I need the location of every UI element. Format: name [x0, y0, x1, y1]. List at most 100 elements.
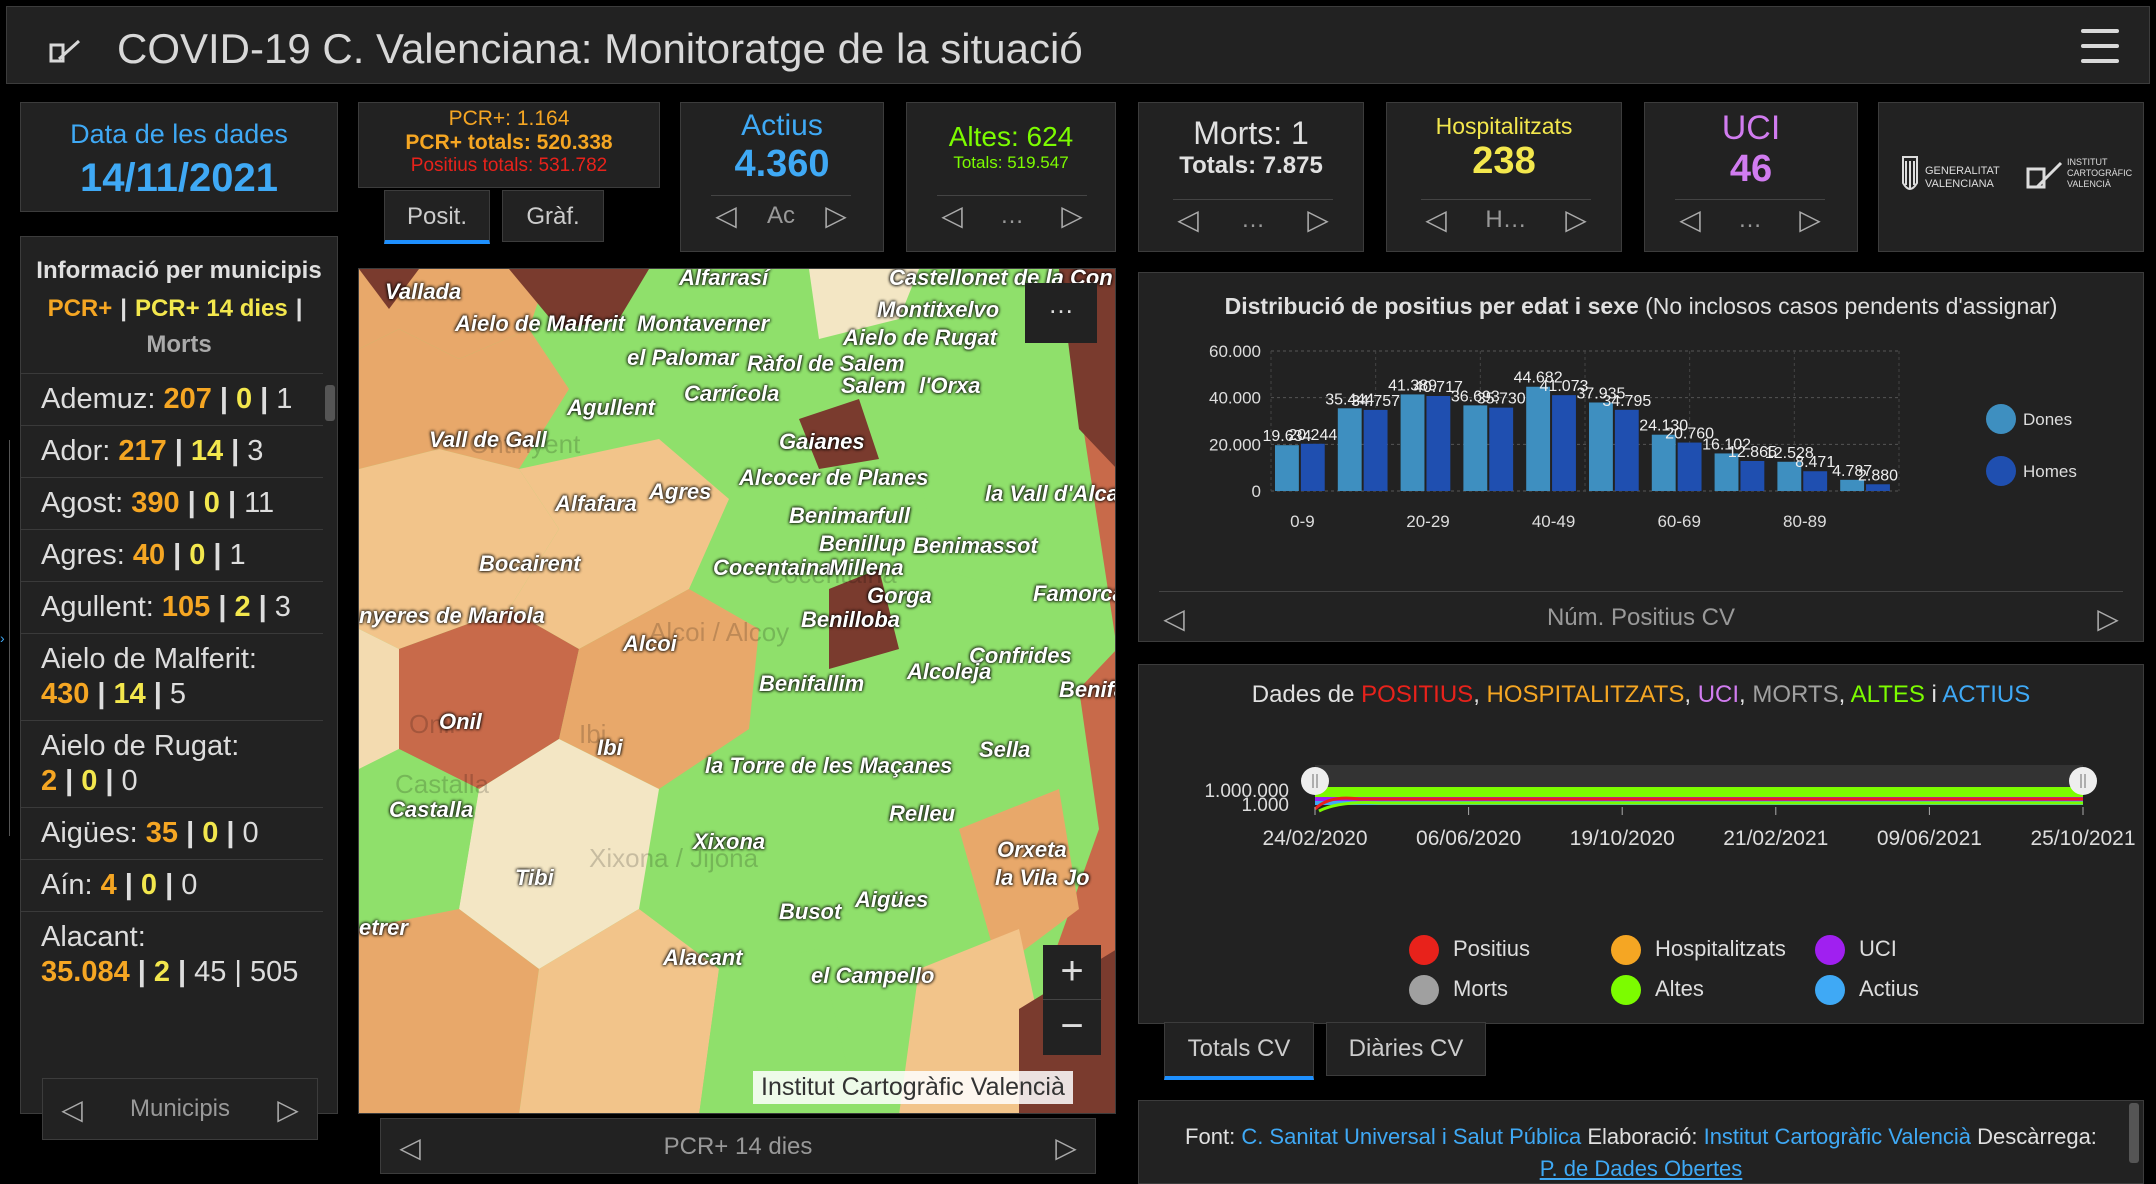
- municipi-name: Aigües:: [41, 817, 138, 849]
- series-positius-line: [1313, 796, 2083, 811]
- legend-item[interactable]: UCI: [1815, 935, 1897, 965]
- municipi-morts: 0: [181, 869, 198, 901]
- legend-item[interactable]: Actius: [1815, 975, 1919, 1005]
- bar: [1866, 484, 1890, 491]
- map-place-label: Aigües: [855, 887, 929, 912]
- uci-label: UCI: [1721, 109, 1781, 147]
- map-place-label: el Campello: [811, 963, 935, 988]
- municipi-list-item[interactable]: Aigües: 35 | 0 | 0: [21, 807, 323, 859]
- chevron-left-icon[interactable]: ◁: [715, 200, 737, 231]
- chevron-right-icon[interactable]: ▷: [277, 1093, 299, 1125]
- tab-grafic[interactable]: Gràf.: [502, 190, 604, 242]
- bar-data-label: 37.935: [1576, 385, 1625, 402]
- hamburger-menu-icon[interactable]: [2081, 29, 2119, 65]
- municipis-nav-label: Municipis: [129, 1095, 231, 1122]
- age-chart-title-rest: (No inclosos casos pendents d'assignar): [1645, 293, 2058, 319]
- hosp-label: Hospitalitzats: [1435, 113, 1573, 139]
- date-value: 14/11/2021: [80, 156, 278, 200]
- footer-elab-link[interactable]: Institut Cartogràfic Valencià: [1703, 1124, 1971, 1149]
- map-nav: ◁ PCR+ 14 dies ▷: [380, 1118, 1096, 1174]
- municipis-list[interactable]: Ademuz: 207 | 0 | 1 Ador: 217 | 14 | 3 Agost: 390 |…: [21, 373, 323, 998]
- chevron-left-icon[interactable]: ◁: [61, 1093, 83, 1125]
- bar-data-label: 41.389: [1388, 377, 1437, 394]
- legend-item[interactable]: Altes: [1611, 975, 1704, 1005]
- choropleth-map: [359, 269, 1115, 1113]
- municipi-pcr14: 0: [81, 765, 98, 797]
- scrollbar-thumb[interactable]: [2129, 1103, 2139, 1163]
- tl-morts: MORTS: [1752, 681, 1839, 708]
- municipi-list-item[interactable]: Agres: 40 | 0 | 1: [21, 529, 323, 581]
- age-chart-nav: ◁ Núm. Positius CV ▷: [1159, 591, 2123, 639]
- chevron-right-icon[interactable]: ▷: [1055, 1131, 1077, 1163]
- map-attribution[interactable]: Institut Cartogràfic Valencià: [753, 1071, 1073, 1104]
- map-place-label: Vall de Gall: [429, 427, 547, 452]
- municipi-name: Aielo de Rugat:: [41, 730, 240, 762]
- scrollbar-thumb[interactable]: [325, 385, 335, 421]
- tl-actius: ACTIUS: [1942, 681, 2031, 708]
- map-place-label: Agres: [649, 479, 712, 504]
- bar-data-label: 44.682: [1514, 370, 1563, 387]
- map-menu-button[interactable]: …: [1025, 283, 1097, 343]
- footer-desc-link[interactable]: P. de Dades Obertes: [1539, 1156, 1743, 1181]
- legend-item[interactable]: Hospitalitzats: [1611, 935, 1786, 965]
- chevron-left-icon[interactable]: ◁: [1177, 204, 1199, 235]
- map-place-label: Benilloba: [801, 607, 901, 632]
- range-handle-left[interactable]: [1301, 767, 1329, 795]
- municipi-list-item[interactable]: Agost: 390 | 0 | 11: [21, 477, 323, 529]
- chevron-right-icon[interactable]: ▷: [1061, 200, 1083, 231]
- map-place-label: Alfarrasí: [679, 268, 769, 290]
- bar-data-label: 24.130: [1639, 418, 1688, 435]
- municipi-list-item[interactable]: Agullent: 105 | 2 | 3: [21, 581, 323, 633]
- tab-diaries-cv[interactable]: Diàries CV: [1326, 1022, 1486, 1076]
- chevron-right-icon[interactable]: ▷: [825, 200, 847, 231]
- left-edge-handle[interactable]: [0, 440, 10, 836]
- chevron-left-icon[interactable]: ◁: [399, 1131, 421, 1163]
- morts-card: Morts: 1 Totals: 7.875 ◁ … ▷: [1138, 102, 1364, 252]
- map-place-label: nyeres de Mariola: [359, 603, 545, 628]
- tab-totals-cv[interactable]: Totals CV: [1164, 1022, 1314, 1080]
- bar: [1651, 434, 1676, 491]
- map-region-label: Xixona / Jijona: [589, 843, 759, 873]
- municipi-list-item[interactable]: Ademuz: 207 | 0 | 1: [21, 373, 323, 425]
- footer-font-link[interactable]: C. Sanitat Universal i Salut Pública: [1241, 1124, 1582, 1149]
- chevron-right-icon[interactable]: ▷: [1307, 204, 1329, 235]
- footer-sources: Font: C. Sanitat Universal i Salut Públi…: [1138, 1100, 2144, 1184]
- map-view[interactable]: Ontinyent Cocentaina Alcoi / Alcoy Onil Ibi C…: [358, 268, 1116, 1114]
- chevron-left-icon[interactable]: ◁: [1679, 204, 1701, 235]
- timeline-panel: Dades de POSITIUS, HOSPITALITZATS, UCI, …: [1138, 664, 2144, 1024]
- legend-item[interactable]: Positius: [1409, 935, 1530, 965]
- chevron-left-icon[interactable]: ◁: [941, 200, 963, 231]
- hosp-value: 238: [1472, 140, 1536, 182]
- chevron-right-icon[interactable]: ▷: [2097, 602, 2119, 634]
- x-tick-label: 06/06/2020: [1416, 827, 1521, 850]
- tl-hosp: HOSPITALITZATS: [1486, 681, 1685, 708]
- morts-nav-label: …: [1241, 205, 1265, 233]
- chevron-right-icon[interactable]: ▷: [1799, 204, 1821, 235]
- bar-data-label: 36.693: [1451, 388, 1500, 405]
- zoom-out-button[interactable]: −: [1060, 1004, 1084, 1048]
- legend-item[interactable]: Morts: [1409, 975, 1508, 1005]
- municipi-list-item[interactable]: Aielo de Rugat: 2 | 0 | 0: [21, 720, 323, 807]
- zoom-in-button[interactable]: +: [1043, 945, 1101, 1000]
- tab-positius[interactable]: Posit.: [384, 190, 490, 244]
- municipi-pcr14: 14: [190, 435, 224, 467]
- range-handle-right[interactable]: [2069, 767, 2097, 795]
- uci-card: UCI 46 ◁ … ▷: [1644, 102, 1858, 252]
- chevron-left-icon[interactable]: ◁: [1425, 204, 1447, 235]
- footer-font-label: Font:: [1185, 1124, 1236, 1149]
- chevron-left-icon[interactable]: ◁: [1163, 602, 1185, 634]
- map-region-label: Castalla: [395, 769, 489, 799]
- municipi-list-item[interactable]: Aielo de Malferit: 430 | 14 | 5: [21, 633, 323, 720]
- municipi-list-item[interactable]: Aín: 4 | 0 | 0: [21, 859, 323, 911]
- chevron-right-icon[interactable]: ›: [0, 630, 5, 646]
- gva-text-2: VALENCIANA: [1925, 178, 1994, 190]
- date-label: Data de les dades: [70, 119, 288, 149]
- municipi-pcr14: 0: [202, 817, 219, 849]
- pcr-totals: PCR+ totals: 520.338: [405, 131, 613, 154]
- map-place-label: Castalla: [389, 797, 474, 822]
- chevron-right-icon[interactable]: ▷: [1565, 204, 1587, 235]
- municipi-morts: 3: [247, 435, 264, 467]
- municipi-list-item[interactable]: Ador: 217 | 14 | 3: [21, 425, 323, 477]
- municipi-list-item[interactable]: Alacant: 35.084 | 2 | 45 | 505: [21, 911, 323, 998]
